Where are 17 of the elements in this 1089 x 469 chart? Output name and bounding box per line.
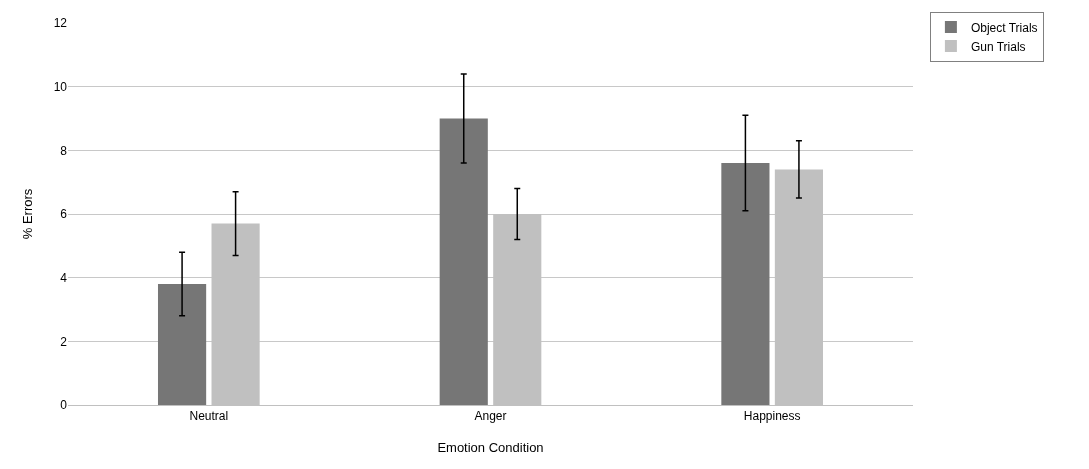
x-tick-label: Neutral [189, 409, 229, 424]
x-axis-title: Emotion Condition [437, 440, 544, 455]
bar [721, 163, 770, 405]
y-tick-label: 0 [60, 398, 68, 413]
legend-label: Gun Trials [970, 39, 1026, 54]
y-tick-label: 8 [60, 143, 68, 158]
y-tick-label: 2 [60, 334, 68, 349]
y-tick-label: 4 [60, 270, 68, 285]
x-tick-label: Happiness [743, 409, 801, 424]
y-tick-label: 6 [60, 207, 68, 222]
legend-label: Object Trials [970, 20, 1038, 35]
bar [439, 118, 488, 405]
x-tick-label: Anger [474, 409, 507, 424]
y-tick-label: 10 [53, 79, 68, 94]
y-axis-title: % Errors [20, 188, 35, 240]
y-tick-label: 12 [53, 16, 68, 31]
bar [157, 284, 207, 405]
